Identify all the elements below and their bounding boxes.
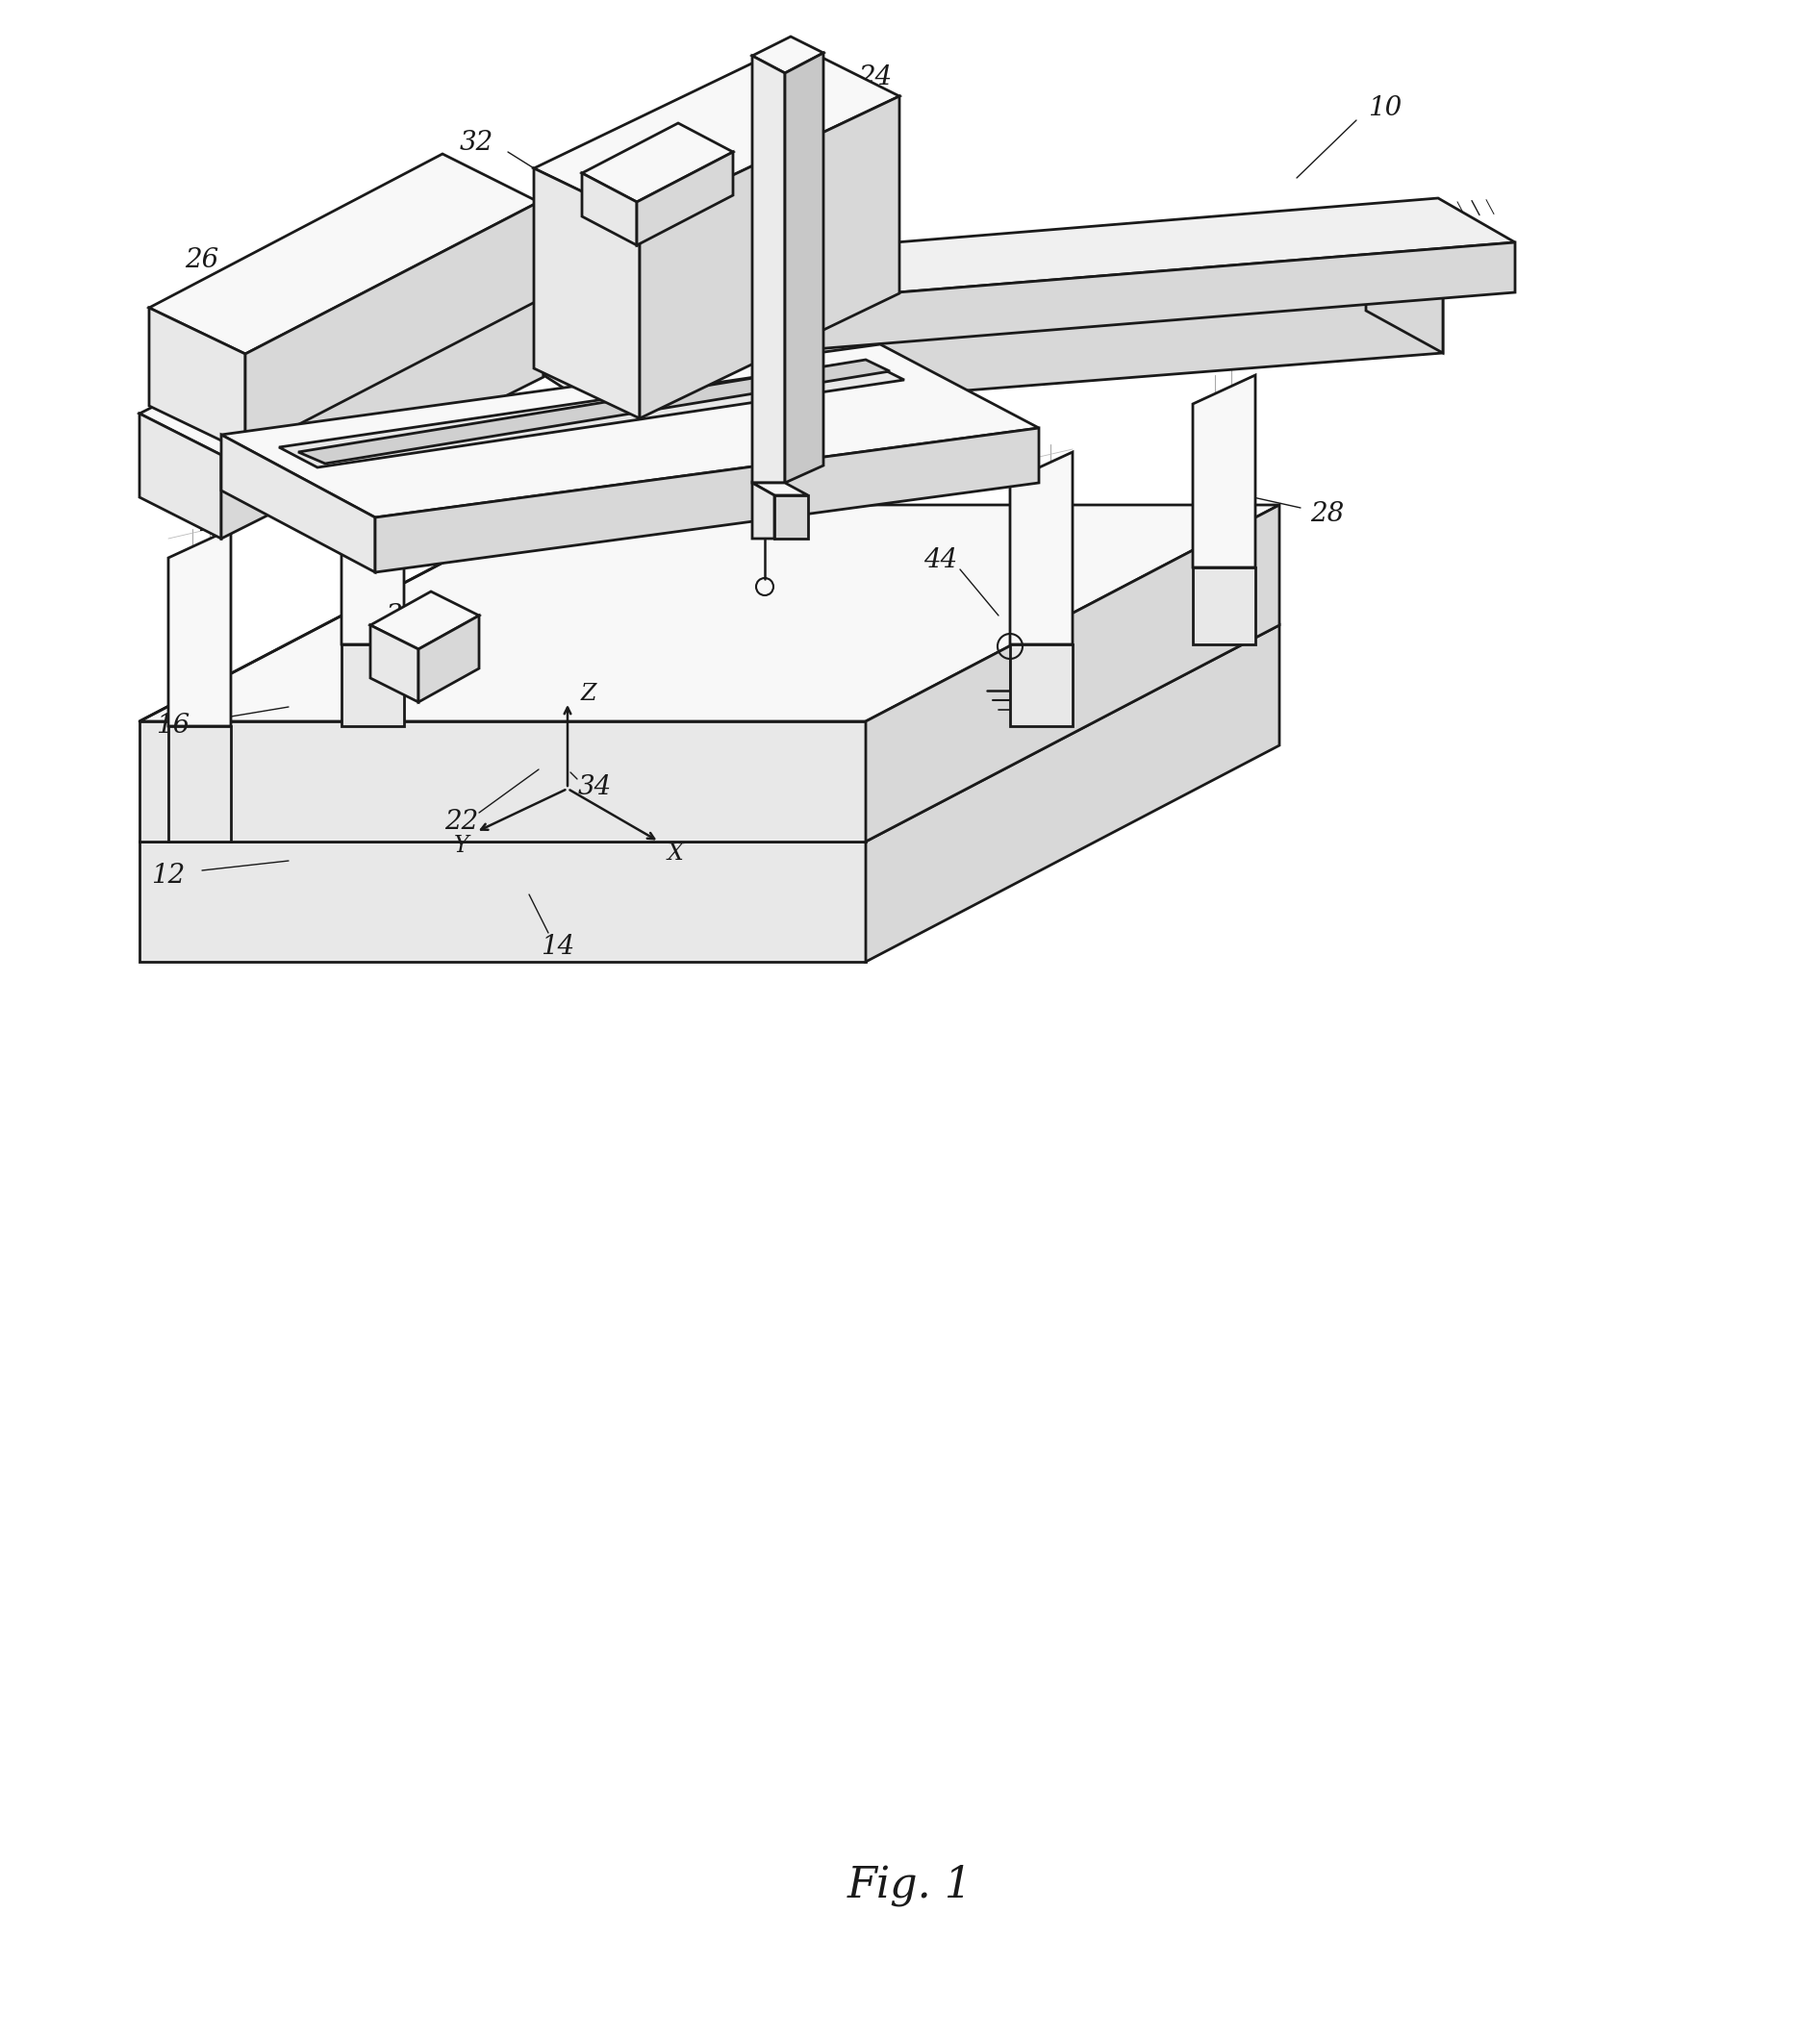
Polygon shape — [1367, 228, 1443, 353]
Text: 14: 14 — [541, 933, 575, 960]
Text: 16: 16 — [157, 713, 189, 740]
Polygon shape — [222, 434, 375, 573]
Polygon shape — [278, 361, 905, 467]
Polygon shape — [342, 644, 404, 726]
Text: 12: 12 — [151, 862, 186, 889]
Polygon shape — [222, 293, 544, 538]
Polygon shape — [1192, 567, 1256, 644]
Polygon shape — [140, 414, 222, 538]
Polygon shape — [298, 359, 890, 463]
Text: 10: 10 — [1369, 94, 1401, 120]
Polygon shape — [246, 202, 539, 452]
Polygon shape — [149, 155, 539, 355]
Polygon shape — [533, 43, 899, 220]
Polygon shape — [222, 344, 1039, 518]
Polygon shape — [544, 293, 612, 418]
Polygon shape — [639, 96, 899, 418]
Text: Y: Y — [455, 836, 470, 858]
Polygon shape — [582, 173, 637, 245]
Polygon shape — [1010, 452, 1072, 644]
Polygon shape — [866, 505, 1279, 842]
Polygon shape — [369, 626, 419, 703]
Polygon shape — [140, 253, 544, 454]
Text: 28: 28 — [200, 512, 233, 538]
Polygon shape — [342, 452, 404, 644]
Polygon shape — [752, 37, 823, 73]
Polygon shape — [752, 55, 784, 483]
Polygon shape — [544, 228, 1443, 336]
Text: Fig. 1: Fig. 1 — [848, 1865, 972, 1906]
Polygon shape — [774, 495, 808, 538]
Polygon shape — [582, 122, 733, 202]
Text: 26: 26 — [1301, 318, 1334, 344]
Polygon shape — [682, 259, 755, 355]
Text: 26: 26 — [186, 247, 218, 273]
Polygon shape — [682, 198, 1514, 304]
Polygon shape — [140, 721, 866, 842]
Polygon shape — [140, 626, 1279, 842]
Text: 18: 18 — [824, 410, 859, 436]
Text: 34: 34 — [577, 774, 612, 799]
Text: 28: 28 — [1310, 501, 1345, 528]
Polygon shape — [612, 271, 1443, 418]
Text: 22: 22 — [444, 809, 479, 836]
Polygon shape — [369, 591, 479, 650]
Text: 32: 32 — [459, 128, 493, 155]
Polygon shape — [752, 483, 808, 495]
Polygon shape — [375, 428, 1039, 573]
Polygon shape — [149, 308, 246, 452]
Polygon shape — [167, 726, 231, 842]
Polygon shape — [752, 483, 774, 538]
Polygon shape — [1010, 644, 1072, 726]
Polygon shape — [637, 153, 733, 245]
Text: 36: 36 — [386, 603, 419, 628]
Polygon shape — [140, 505, 1279, 721]
Text: 30: 30 — [1318, 298, 1352, 322]
Polygon shape — [755, 243, 1514, 355]
Text: 29: 29 — [228, 408, 262, 434]
Polygon shape — [784, 53, 823, 483]
Polygon shape — [419, 615, 479, 703]
Text: Z: Z — [581, 683, 597, 705]
Polygon shape — [866, 626, 1279, 962]
Polygon shape — [140, 842, 866, 962]
Polygon shape — [167, 530, 231, 726]
Text: 24: 24 — [859, 63, 892, 90]
Text: X: X — [668, 844, 682, 864]
Polygon shape — [1192, 375, 1256, 567]
Polygon shape — [533, 169, 639, 418]
Text: 20: 20 — [848, 459, 883, 485]
Text: 44: 44 — [925, 546, 957, 573]
